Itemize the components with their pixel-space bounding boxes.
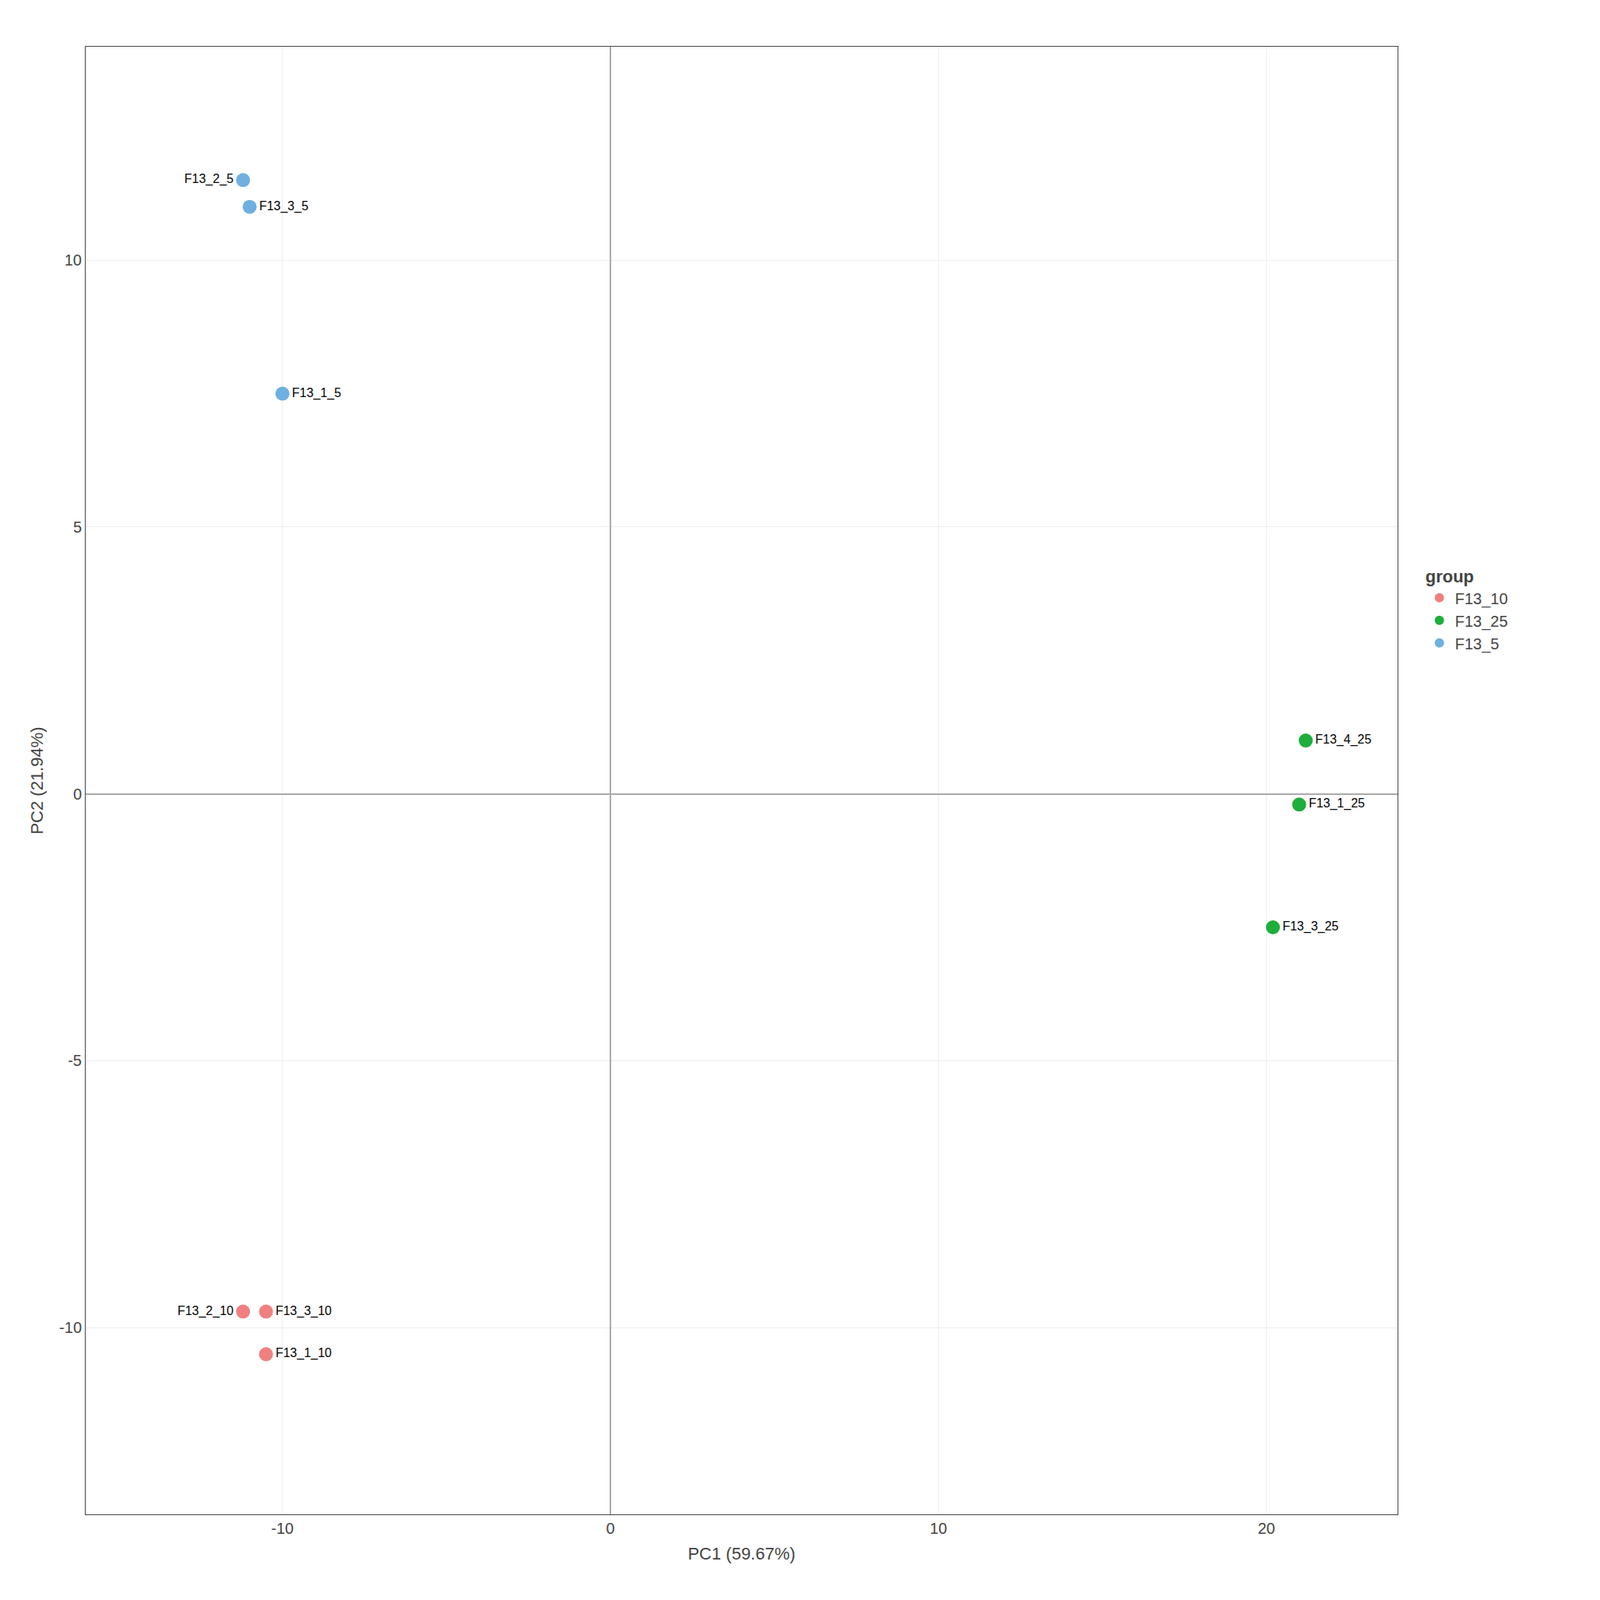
svg-text:F13_5: F13_5: [1455, 635, 1500, 654]
svg-text:-10: -10: [270, 1519, 294, 1537]
svg-text:F13_2_10: F13_2_10: [177, 1304, 234, 1319]
svg-text:0: 0: [605, 1519, 615, 1537]
svg-text:10: 10: [64, 251, 82, 269]
svg-text:0: 0: [73, 785, 82, 803]
svg-text:F13_1_10: F13_1_10: [275, 1346, 332, 1361]
svg-text:PC1 (59.67%): PC1 (59.67%): [687, 1543, 795, 1564]
svg-text:F13_1_5: F13_1_5: [291, 386, 342, 401]
svg-text:-10: -10: [59, 1318, 82, 1337]
svg-text:F13_4_25: F13_4_25: [1315, 732, 1372, 747]
svg-text:F13_10: F13_10: [1455, 590, 1509, 609]
svg-text:group: group: [1425, 566, 1474, 587]
svg-text:F13_25: F13_25: [1455, 612, 1509, 631]
svg-text:PC2 (21.94%): PC2 (21.94%): [27, 726, 47, 834]
svg-text:F13_3_10: F13_3_10: [275, 1304, 332, 1319]
svg-text:5: 5: [73, 518, 82, 536]
svg-text:20: 20: [1257, 1519, 1275, 1537]
svg-text:F13_1_25: F13_1_25: [1308, 796, 1365, 811]
svg-text:10: 10: [929, 1519, 947, 1537]
svg-text:F13_3_5: F13_3_5: [259, 199, 309, 214]
svg-text:-5: -5: [67, 1051, 82, 1070]
svg-text:F13_3_25: F13_3_25: [1282, 919, 1339, 934]
svg-text:F13_2_5: F13_2_5: [184, 172, 234, 187]
